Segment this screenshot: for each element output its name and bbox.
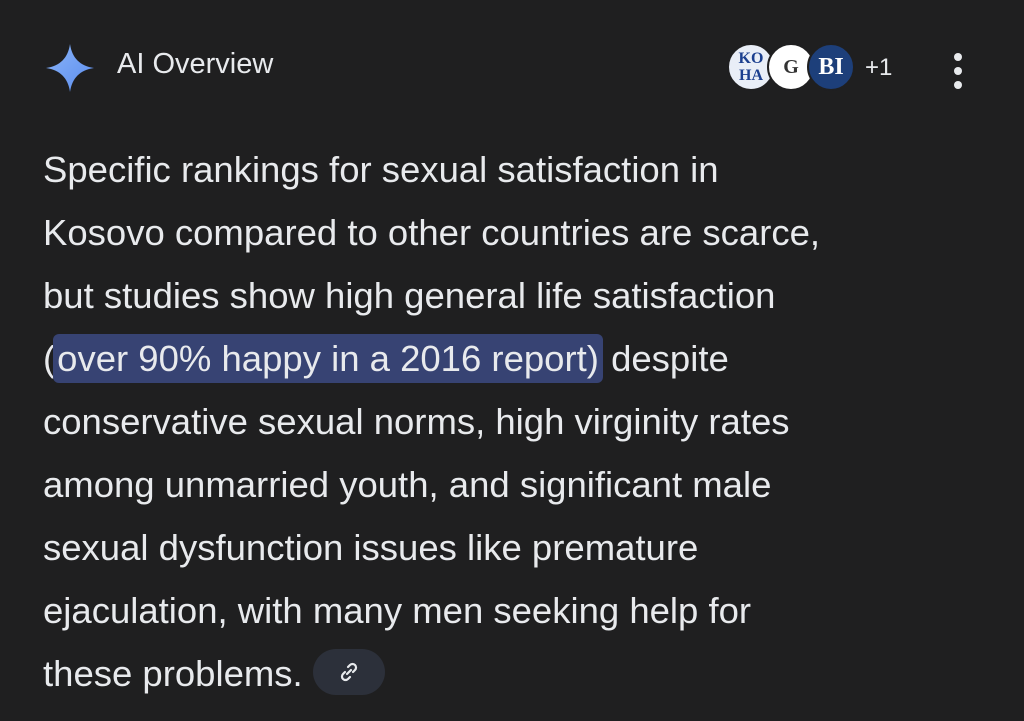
source-link-chip[interactable] bbox=[312, 649, 385, 696]
text-line: Kosovo compared to other countries are s… bbox=[43, 212, 821, 253]
source-icon[interactable]: BI bbox=[807, 43, 855, 91]
title: AI Overview bbox=[117, 48, 274, 80]
overview-header: AI Overview KO HA G BI +1 bbox=[0, 0, 1024, 130]
text-line: (over 90% happy in a 2016 report) despit… bbox=[43, 327, 820, 390]
ai-star-icon bbox=[46, 44, 94, 92]
source-icon-text: KO bbox=[738, 50, 764, 67]
text-segment: despite bbox=[611, 338, 729, 379]
text-line: but studies show high general life satis… bbox=[43, 275, 776, 316]
text-line: conservative sexual norms, high virginit… bbox=[43, 401, 790, 442]
highlighted-text: over 90% happy in a 2016 report) bbox=[53, 334, 603, 383]
text-segment: ( bbox=[43, 338, 56, 379]
text-line: among unmarried youth, and significant m… bbox=[43, 464, 772, 505]
text-line: ejaculation, with many men seeking help … bbox=[43, 590, 752, 631]
source-icon-text: HA bbox=[739, 67, 763, 84]
more-sources-count[interactable]: +1 bbox=[865, 54, 893, 81]
more-menu-button[interactable] bbox=[950, 52, 966, 92]
text-line: these problems. bbox=[43, 653, 303, 694]
text-line: these problems. bbox=[43, 642, 820, 705]
text-line: Specific rankings for sexual satisfactio… bbox=[43, 149, 719, 190]
source-icon-text: G bbox=[783, 55, 799, 78]
answer-text: Specific rankings for sexual satisfactio… bbox=[43, 138, 820, 705]
text-line: sexual dysfunction issues like premature bbox=[43, 527, 699, 568]
link-icon bbox=[340, 663, 357, 682]
source-icon-text: BI bbox=[818, 53, 844, 80]
